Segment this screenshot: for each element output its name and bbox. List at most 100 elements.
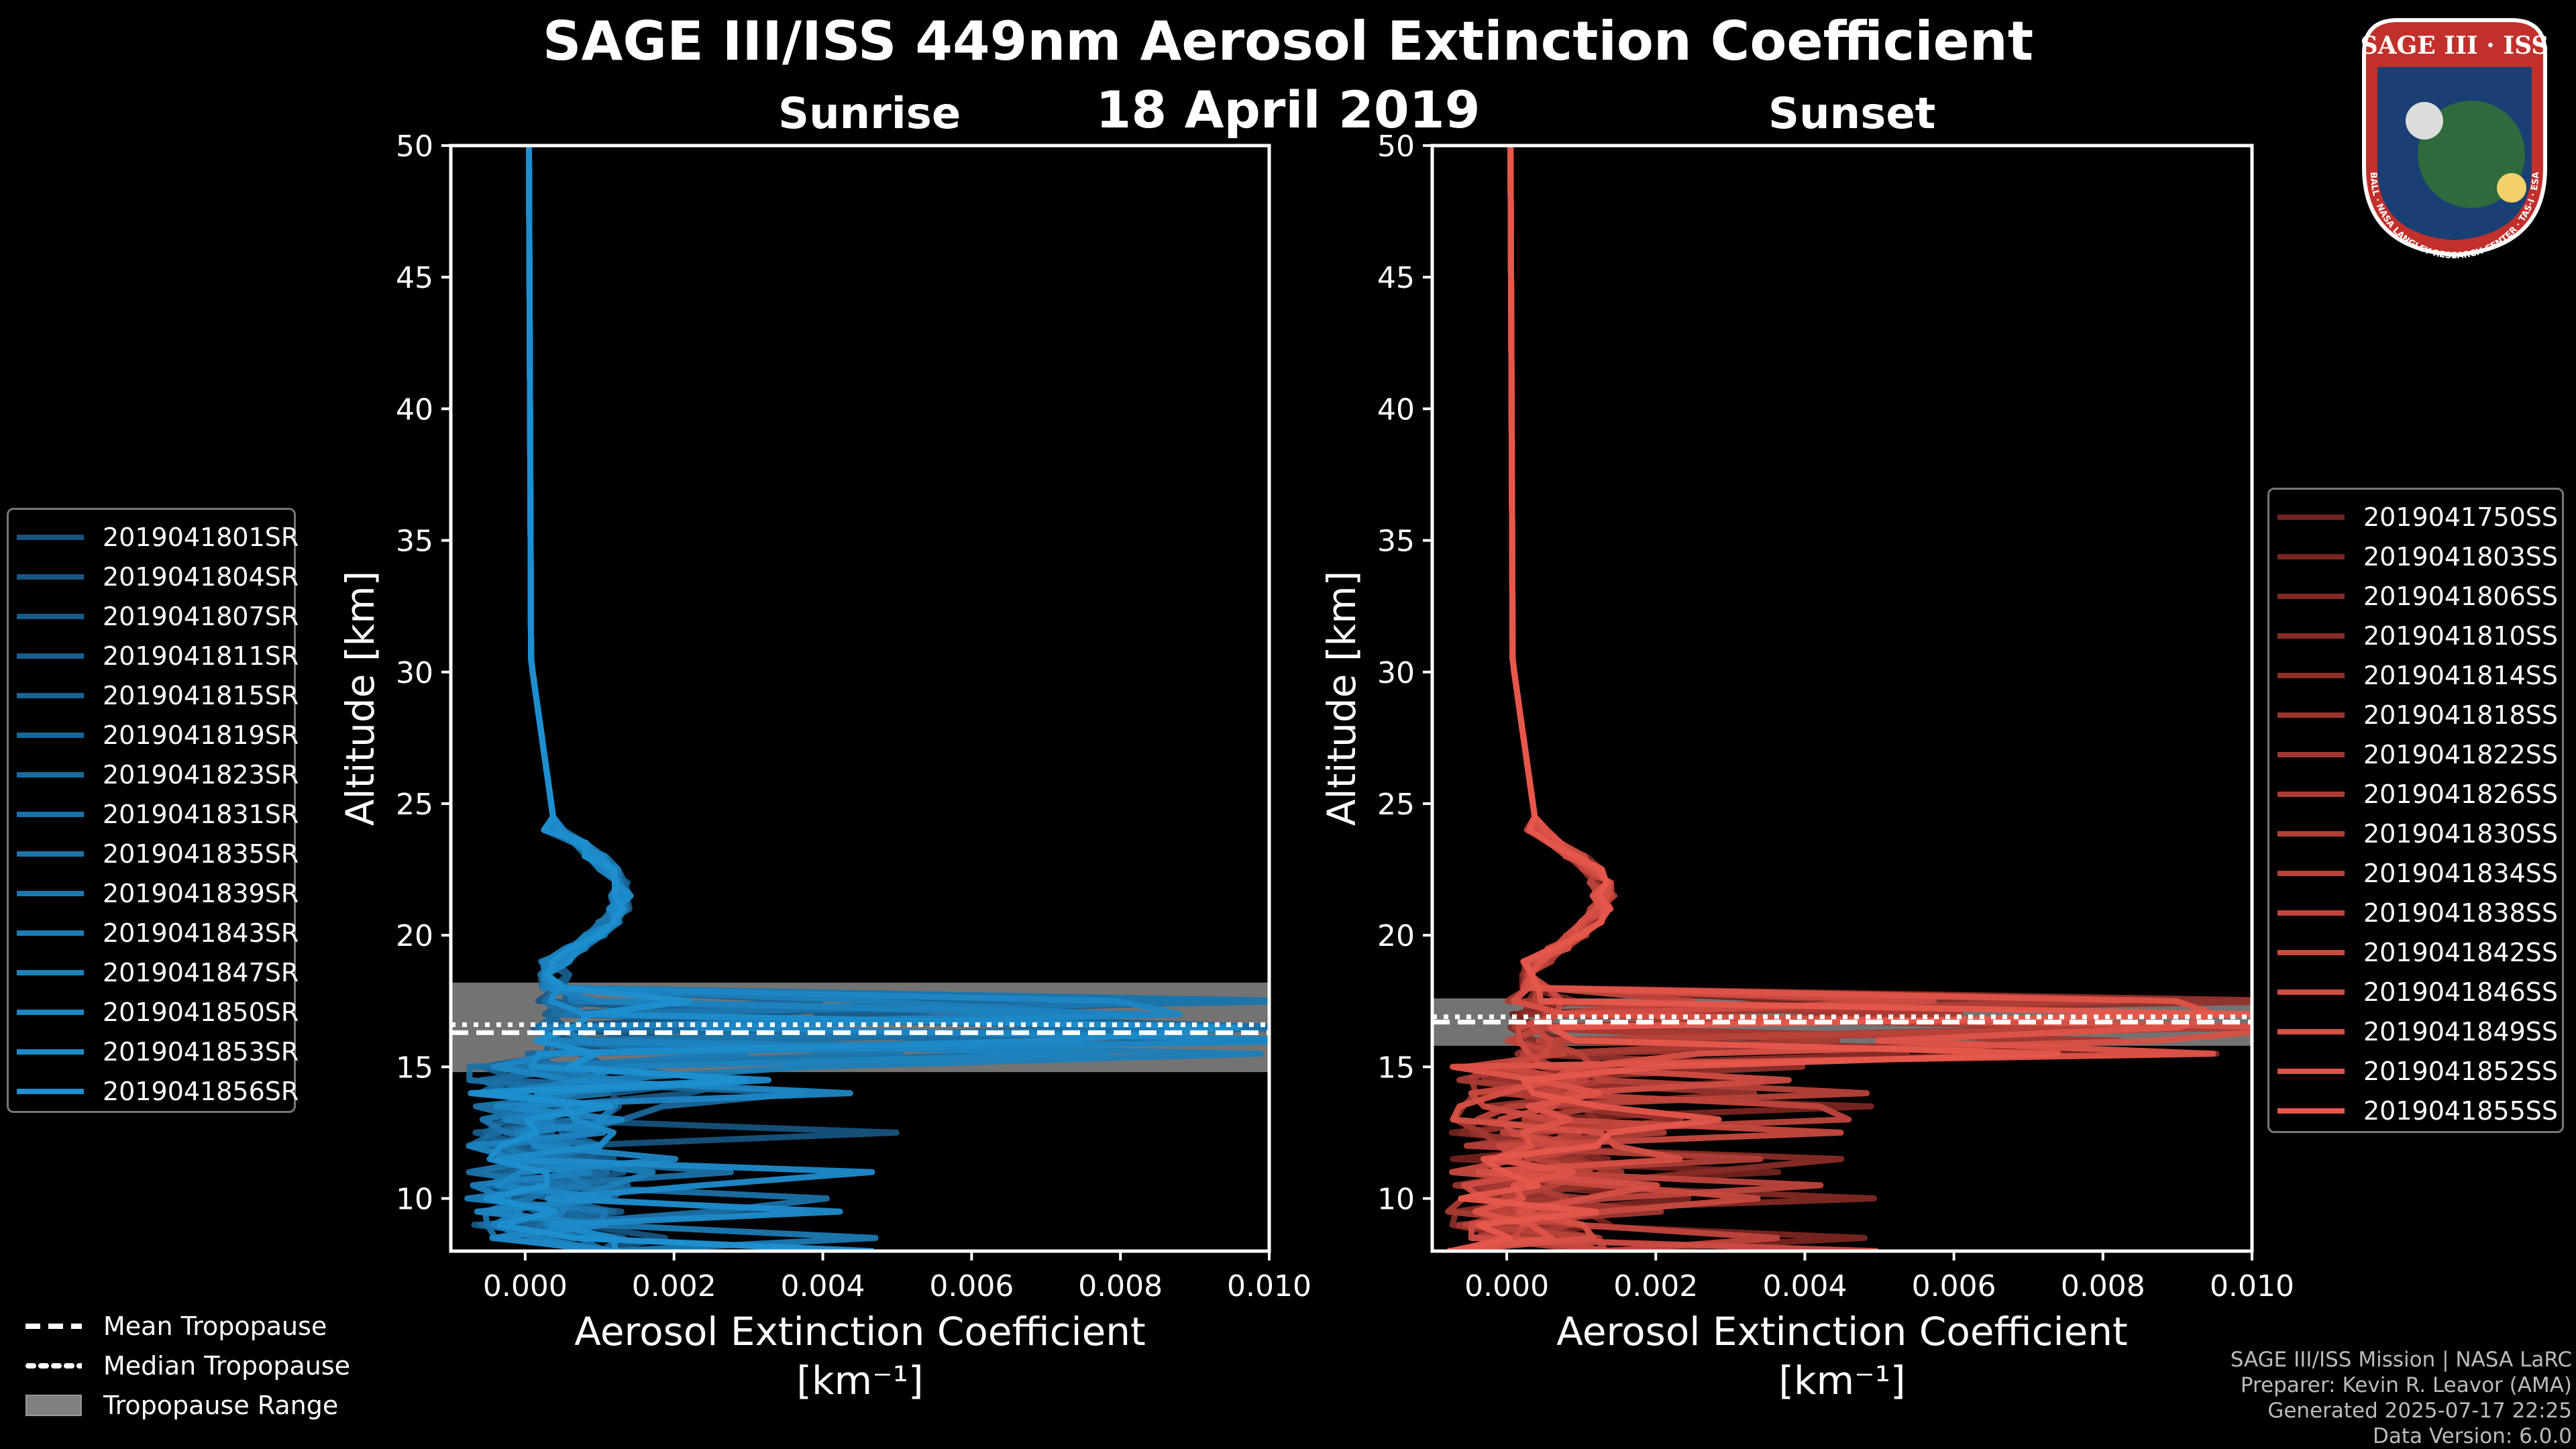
- legend-swatch: [17, 891, 84, 896]
- legend-swatch: [2277, 1029, 2345, 1034]
- legend-label: 2019041814SS: [2363, 661, 2559, 690]
- legend-swatch: [17, 574, 84, 580]
- legend-label: 2019041853SR: [103, 1037, 299, 1067]
- legend-label: 2019041810SS: [2363, 621, 2559, 651]
- y-tick-label: 30: [1377, 656, 1415, 690]
- y-axis-label: Altitude [km]: [337, 571, 383, 826]
- footer-mission: SAGE III/ISS Mission | NASA LaRC: [2230, 1348, 2572, 1372]
- legend-label: 2019041750SS: [2363, 502, 2559, 532]
- x-tick-label: 0.000: [1464, 1269, 1549, 1303]
- x-axis-label: Aerosol Extinction Coefficient: [574, 1309, 1146, 1354]
- y-tick-label: 50: [1377, 129, 1415, 164]
- y-tick-label: 40: [1377, 392, 1415, 427]
- legend-item: 2019041811SR: [9, 637, 299, 676]
- legend-item: 2019041830SS: [2269, 814, 2558, 853]
- legend-label: 2019041855SS: [2363, 1096, 2559, 1126]
- legend-swatch: [2277, 871, 2345, 876]
- profile-line-2019041855SS: [1449, 146, 2252, 1251]
- legend-label: 2019041826SS: [2363, 780, 2559, 809]
- legend-item: 2019041815SR: [9, 676, 299, 715]
- x-axis-units: [km⁻¹]: [1778, 1358, 1905, 1403]
- y-tick-label: 15: [1377, 1051, 1415, 1085]
- x-tick-label: 0.002: [1613, 1269, 1698, 1303]
- sunrise-legend: 2019041801SR 2019041804SR 2019041807SR 2019…: [7, 508, 299, 1113]
- legend-label: 2019041819SR: [103, 720, 299, 750]
- legend-swatch: [17, 535, 84, 540]
- legend-swatch: [17, 1049, 84, 1055]
- legend-swatch: [2277, 594, 2345, 599]
- logo-text: SAGE III · ISS: [2361, 32, 2549, 60]
- legend-swatch: [2277, 673, 2345, 678]
- legend-item: 2019041826SS: [2269, 775, 2558, 814]
- y-tick-label: 20: [396, 919, 433, 953]
- legend-swatch: [17, 772, 84, 777]
- legend-item: 2019041850SR: [9, 993, 299, 1032]
- profile-line-2019041847SR: [466, 146, 1146, 1251]
- legend-item: 2019041804SR: [9, 557, 299, 596]
- y-tick-label: 35: [1377, 525, 1415, 559]
- y-tick-label: 15: [396, 1051, 433, 1085]
- legend-item: 2019041814SS: [2269, 656, 2558, 695]
- legend-swatch: [17, 851, 84, 857]
- legend-label: 2019041846SS: [2363, 977, 2559, 1007]
- legend-item: 2019041853SR: [9, 1032, 299, 1071]
- profiles-group: [464, 146, 1269, 1251]
- plot-frame: [1430, 144, 2254, 1253]
- legend-swatch: [2277, 712, 2345, 718]
- y-tick-label: 35: [396, 525, 433, 559]
- x-tick-label: 0.004: [1762, 1269, 1847, 1303]
- legend-item: 2019041838SS: [2269, 894, 2558, 932]
- legend-item: 2019041750SS: [2269, 498, 2558, 537]
- panel-sunrise: 10 15 20 25 30 35 40 45 50 0.000 0.002 0.004 0.006 0.…: [337, 129, 1311, 1403]
- x-tick-label: 0.002: [632, 1269, 716, 1303]
- footer-generated: Generated 2025-07-17 22:25: [2267, 1399, 2572, 1423]
- dashed-line-icon: [25, 1324, 82, 1329]
- legend-label: 2019041842SS: [2363, 938, 2559, 967]
- legend-item: 2019041846SS: [2269, 973, 2558, 1012]
- legend-swatch: [2277, 792, 2345, 797]
- legend-swatch: [2277, 554, 2345, 559]
- legend-label: 2019041801SR: [103, 523, 299, 552]
- legend-label: 2019041850SR: [103, 998, 299, 1027]
- tropopause-legend: Mean Tropopause Median Tropopause Tropop…: [0, 1307, 376, 1428]
- legend-item: 2019041823SR: [9, 755, 299, 794]
- x-tick-label: 0.010: [2210, 1269, 2294, 1303]
- legend-item: 2019041810SS: [2269, 616, 2558, 655]
- legend-median-tropopause: Median Tropopause: [25, 1346, 350, 1385]
- legend-swatch: [17, 812, 84, 817]
- legend-swatch: [17, 733, 84, 738]
- profiles-group: [1445, 146, 2252, 1251]
- dotted-line-icon: [25, 1363, 82, 1368]
- y-tick-label: 50: [396, 129, 433, 164]
- legend-swatch: [2277, 515, 2345, 520]
- legend-swatch: [2277, 989, 2345, 995]
- legend-tropopause-range: Tropopause Range: [25, 1386, 338, 1425]
- legend-label: 2019041806SS: [2363, 582, 2559, 611]
- legend-item: 2019041806SS: [2269, 577, 2558, 616]
- legend-label: 2019041831SR: [103, 800, 299, 829]
- y-tick-label: 45: [1377, 261, 1415, 295]
- profile-line-2019041856SR: [468, 146, 874, 1251]
- legend-item: 2019041822SS: [2269, 735, 2558, 774]
- range-swatch-icon: [25, 1395, 82, 1416]
- legend-label: 2019041811SR: [103, 641, 299, 671]
- legend-median-label: Median Tropopause: [103, 1351, 350, 1381]
- x-tick-label: 0.008: [2061, 1269, 2145, 1303]
- legend-swatch: [2277, 633, 2345, 639]
- legend-swatch: [2277, 950, 2345, 955]
- x-tick-label: 0.008: [1078, 1269, 1163, 1303]
- panel-title-sunrise: Sunrise: [778, 89, 961, 139]
- chart-date: 18 April 2019: [1095, 80, 1481, 140]
- legend-mean-tropopause: Mean Tropopause: [25, 1307, 327, 1346]
- legend-item: 2019041842SS: [2269, 933, 2558, 972]
- legend-swatch: [17, 930, 84, 936]
- footer-credits: SAGE III/ISS Mission | NASA LaRC Prepare…: [2231, 1347, 2572, 1449]
- legend-item: 2019041819SR: [9, 716, 299, 755]
- legend-swatch: [2277, 752, 2345, 757]
- x-axis-label: Aerosol Extinction Coefficient: [1556, 1309, 2128, 1354]
- legend-item: 2019041803SS: [2269, 537, 2558, 576]
- legend-label: 2019041834SS: [2363, 859, 2559, 888]
- legend-item: 2019041852SS: [2269, 1052, 2558, 1091]
- legend-item: 2019041818SS: [2269, 696, 2558, 735]
- legend-label: 2019041807SR: [103, 602, 299, 631]
